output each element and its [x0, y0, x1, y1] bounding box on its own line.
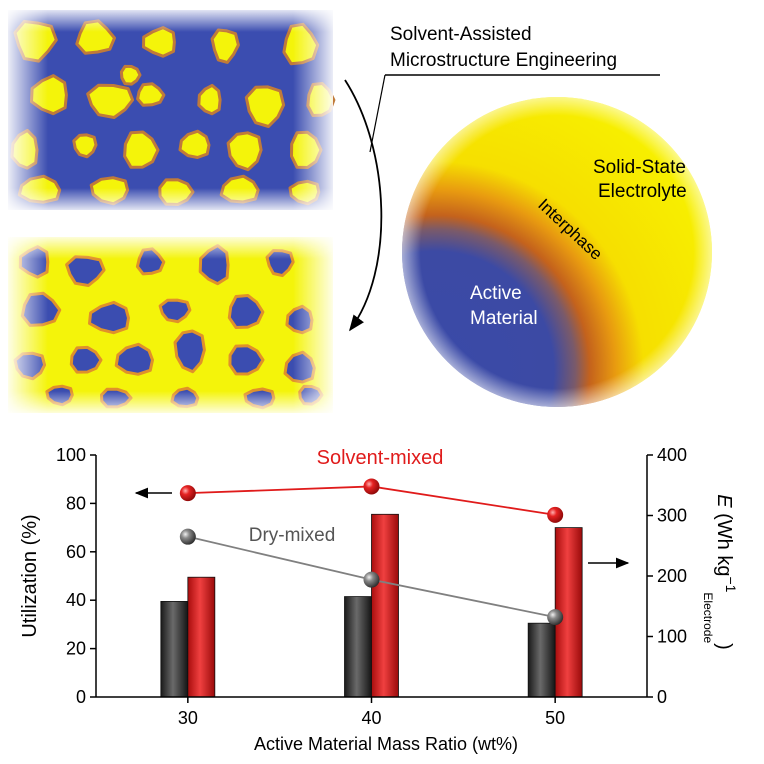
active-material-particle [228, 344, 265, 376]
active-material-particle [69, 345, 103, 374]
right-tick-label: 400 [657, 445, 687, 465]
electrolyte-particle [72, 133, 98, 159]
bar-solvent-mixed-40 [371, 513, 399, 698]
chart-lines [179, 478, 564, 626]
chart: 30 40 50 0 20 40 60 80 100 0 100 200 300 400 Active M… [19, 445, 739, 754]
right-axis-title-sub: Electrode [701, 592, 715, 643]
right-axis-title-close: ) [713, 643, 735, 650]
point-solvent-mixed-40 [363, 478, 380, 495]
microstructure-bottom [8, 237, 333, 413]
solvent-mixed-label: Solvent-mixed [317, 447, 444, 469]
dry-mixed-label: Dry-mixed [249, 525, 336, 546]
bar-dry-mixed-40 [344, 596, 372, 698]
left-tick-label: 100 [56, 445, 86, 465]
active-material-particle [173, 329, 206, 374]
microstructure-top [8, 10, 336, 210]
process-label-line1: Solvent-Assisted [390, 24, 532, 45]
right-axis-title-text: (Wh kg [713, 508, 735, 577]
point-dry-mixed-50 [547, 609, 564, 626]
active-material-particle [158, 298, 192, 324]
electrolyte-particle [86, 83, 135, 119]
active-label-line1: Active [470, 283, 522, 304]
bar-dry-mixed-50 [527, 622, 556, 698]
x-tick-label: 50 [545, 708, 565, 728]
right-tick-label: 300 [657, 506, 687, 526]
left-tick-label: 60 [66, 542, 86, 562]
active-material-particle [114, 342, 154, 376]
left-tick-label: 20 [66, 639, 86, 659]
active-material-particle [88, 300, 130, 335]
electrolyte-particle [119, 64, 142, 86]
right-tick-label: 200 [657, 566, 687, 586]
active-label-line2: Material [470, 308, 538, 329]
electrolyte-label-line1: Solid-State [593, 157, 686, 178]
electrolyte-particle [226, 131, 263, 172]
right-axis-title-sup: −1 [723, 576, 739, 592]
left-tick-label: 80 [66, 493, 86, 513]
x-axis-title: Active Material Mass Ratio (wt%) [254, 734, 518, 754]
callout-line-diagonal [369, 74, 386, 153]
right-axis-title-symbol: E [713, 494, 735, 508]
right-tick-label: 100 [657, 627, 687, 647]
chart-bars [160, 513, 583, 698]
left-axis-title: Utilization (%) [19, 514, 41, 637]
process-arrow [344, 79, 383, 332]
active-material-particle [227, 294, 265, 329]
chart-axes: 30 40 50 0 20 40 60 80 100 0 100 200 300 400 [56, 445, 687, 728]
right-axis-title: E (Wh kg−1 Electrode) [701, 494, 739, 650]
left-tick-label: 0 [76, 687, 86, 707]
x-tick-label: 40 [361, 708, 381, 728]
electrolyte-particle [197, 83, 222, 116]
bar-dry-mixed-30 [160, 601, 189, 698]
left-tick-label: 40 [66, 590, 86, 610]
particle-sphere [402, 97, 712, 407]
electrolyte-particle [244, 85, 286, 128]
electrolyte-particle [123, 130, 160, 169]
process-label-line2: Microstructure Engineering [390, 50, 617, 71]
point-dry-mixed-40 [363, 571, 380, 588]
point-solvent-mixed-50 [547, 506, 564, 523]
electrolyte-particle [210, 28, 240, 64]
bar-solvent-mixed-30 [187, 576, 216, 698]
electrolyte-particle [178, 129, 211, 159]
right-tick-label: 0 [657, 687, 667, 707]
x-tick-label: 30 [178, 708, 198, 728]
electrolyte-label-line2: Electrolyte [598, 181, 687, 202]
point-dry-mixed-30 [179, 528, 196, 545]
electrolyte-particle [136, 82, 166, 107]
point-solvent-mixed-30 [179, 485, 196, 502]
